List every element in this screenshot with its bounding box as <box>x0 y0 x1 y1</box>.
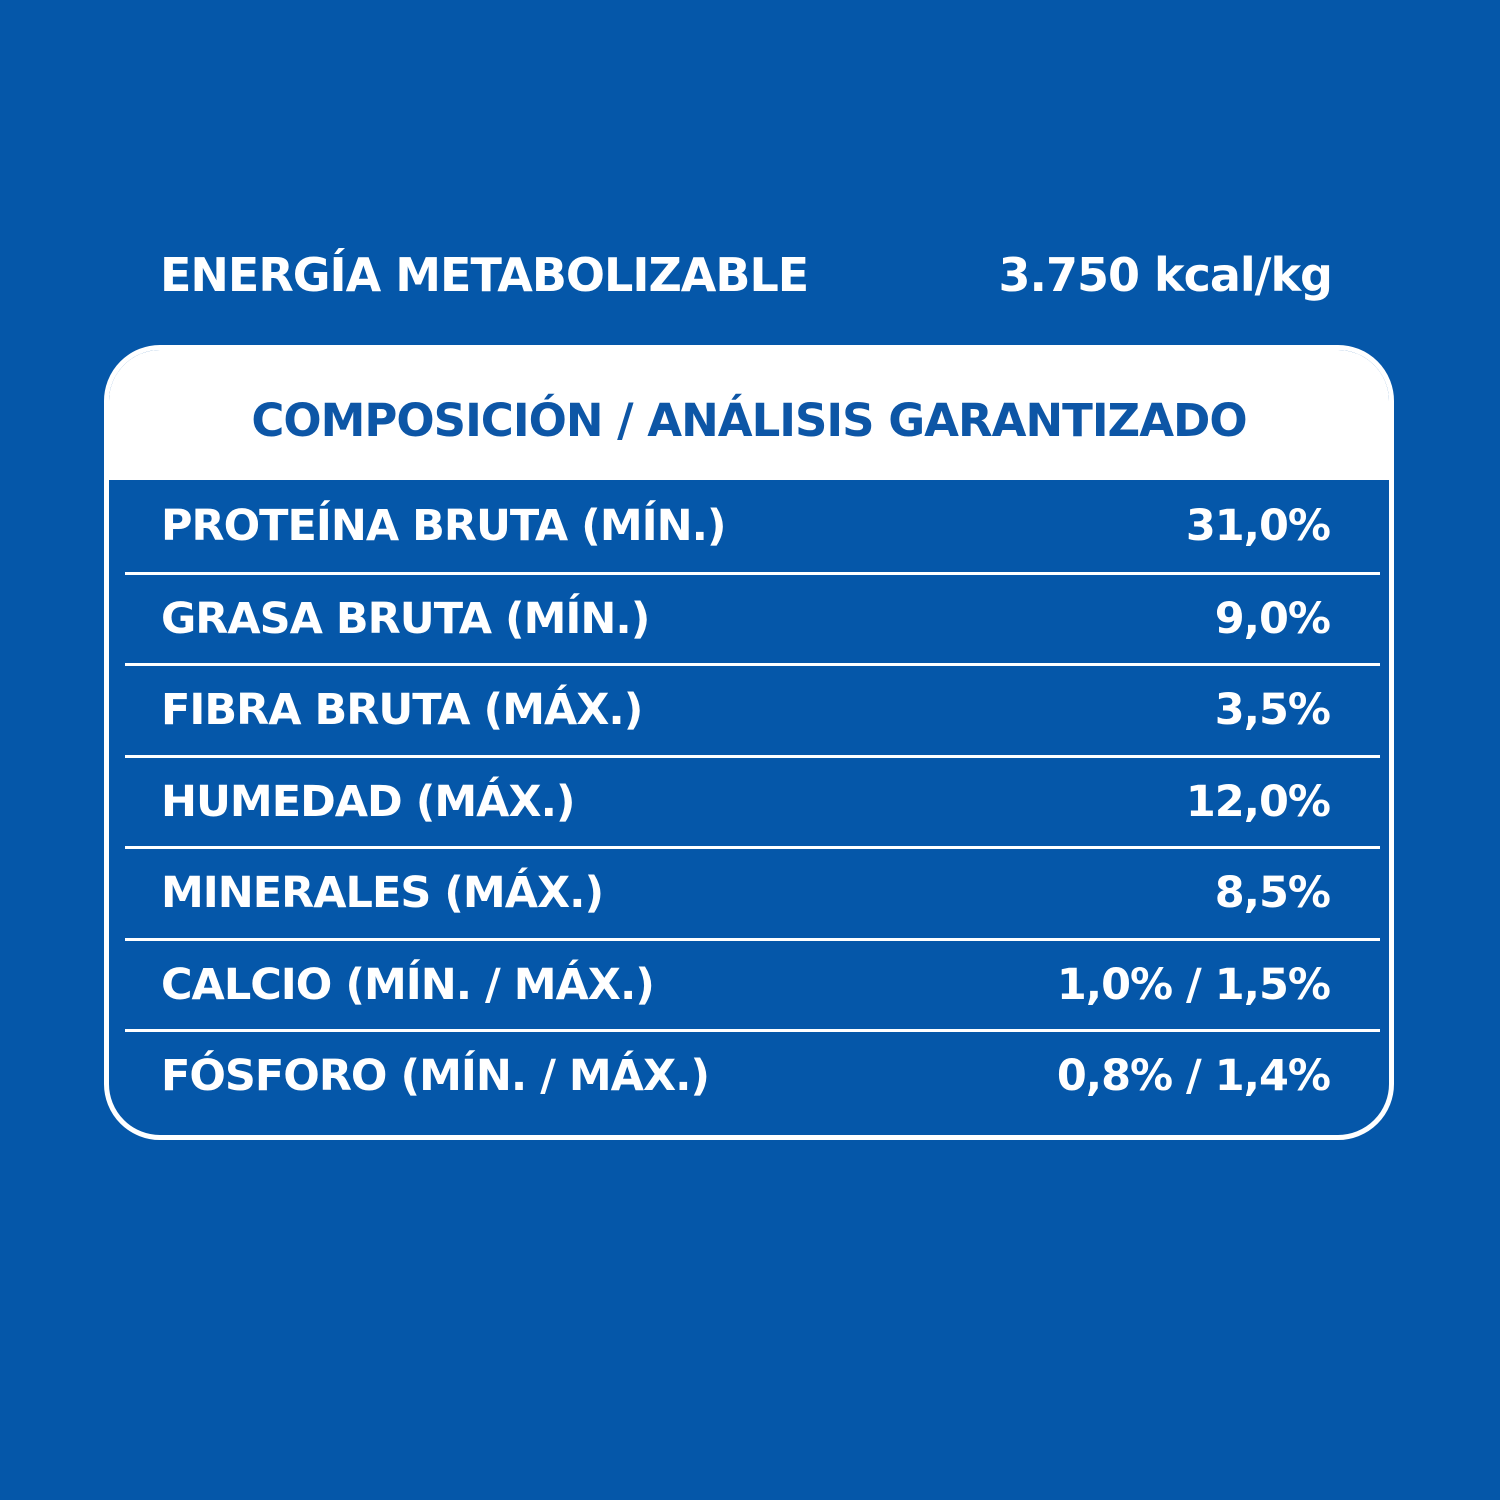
row-label: CALCIO (MÍN. / MÁX.) <box>161 959 655 1010</box>
energy-line: ENERGÍA METABOLIZABLE 3.750 kcal/kg <box>160 240 1333 310</box>
row-label: FIBRA BRUTA (MÁX.) <box>161 685 643 736</box>
analysis-row-fiber: FIBRA BRUTA (MÁX.) 3,5% <box>125 663 1380 755</box>
row-value: 31,0% <box>1185 500 1331 551</box>
energy-label: ENERGÍA METABOLIZABLE <box>160 248 809 302</box>
row-value: 12,0% <box>1185 776 1331 827</box>
row-value: 9,0% <box>1214 593 1331 644</box>
row-value: 8,5% <box>1214 868 1331 919</box>
energy-value: 3.750 kcal/kg <box>998 248 1333 302</box>
analysis-row-phosphorus: FÓSFORO (MÍN. / MÁX.) 0,8% / 1,4% <box>125 1029 1380 1121</box>
analysis-row-calcium: CALCIO (MÍN. / MÁX.) 1,0% / 1,5% <box>125 937 1380 1030</box>
analysis-panel: COMPOSICIÓN / ANÁLISIS GARANTIZADO PROTE… <box>104 345 1394 1140</box>
analysis-rows: PROTEÍNA BRUTA (MÍN.) 31,0% GRASA BRUTA … <box>125 480 1380 1121</box>
analysis-row-fat: GRASA BRUTA (MÍN.) 9,0% <box>125 571 1380 664</box>
analysis-row-minerals: MINERALES (MÁX.) 8,5% <box>125 846 1380 938</box>
row-value: 3,5% <box>1214 685 1331 736</box>
row-value: 0,8% / 1,4% <box>1056 1051 1331 1102</box>
row-label: PROTEÍNA BRUTA (MÍN.) <box>161 500 727 551</box>
row-label: MINERALES (MÁX.) <box>161 868 604 919</box>
analysis-title: COMPOSICIÓN / ANÁLISIS GARANTIZADO <box>251 393 1247 447</box>
analysis-row-protein: PROTEÍNA BRUTA (MÍN.) 31,0% <box>125 480 1380 572</box>
analysis-row-moisture: HUMEDAD (MÁX.) 12,0% <box>125 754 1380 847</box>
analysis-header: COMPOSICIÓN / ANÁLISIS GARANTIZADO <box>109 350 1389 480</box>
row-value: 1,0% / 1,5% <box>1056 959 1331 1010</box>
row-label: FÓSFORO (MÍN. / MÁX.) <box>161 1051 710 1102</box>
row-label: HUMEDAD (MÁX.) <box>161 776 576 827</box>
row-label: GRASA BRUTA (MÍN.) <box>161 593 650 644</box>
